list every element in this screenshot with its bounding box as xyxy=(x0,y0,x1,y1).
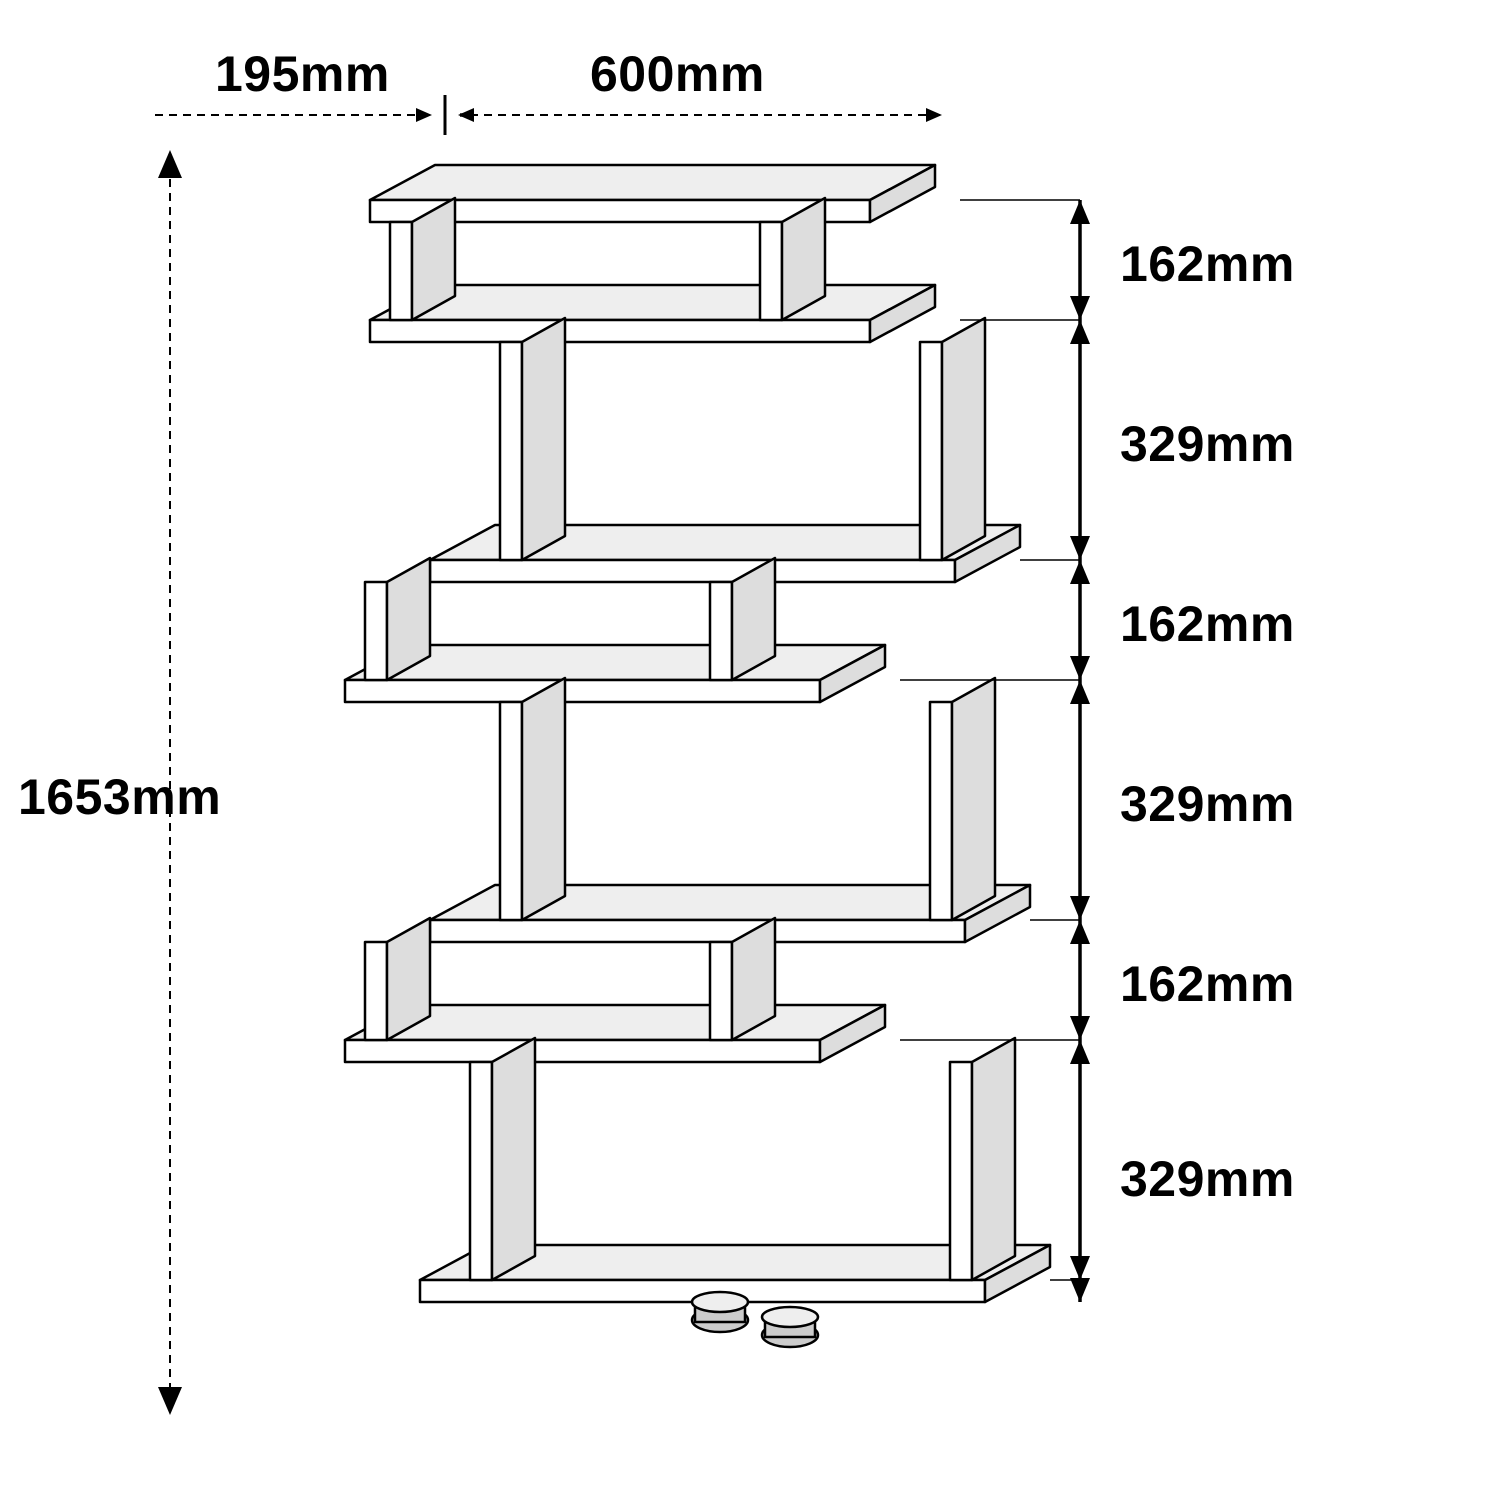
dim-width-label: 600mm xyxy=(590,45,765,103)
dim-s6-label: 329mm xyxy=(1120,1150,1295,1208)
uprights-s4 xyxy=(500,678,995,920)
dim-depth-label: 195mm xyxy=(215,45,390,103)
dim-s5-label: 162mm xyxy=(1120,955,1295,1013)
uprights-s6 xyxy=(470,1038,1015,1280)
dim-height-label: 1653mm xyxy=(18,768,221,826)
dim-s4-label: 329mm xyxy=(1120,775,1295,833)
bookshelf xyxy=(345,165,1050,1347)
dim-s3-label: 162mm xyxy=(1120,595,1295,653)
dim-s2-label: 329mm xyxy=(1120,415,1295,473)
dim-s1-label: 162mm xyxy=(1120,235,1295,293)
uprights-s2 xyxy=(500,318,985,560)
drawing-canvas: 195mm 600mm 1653mm 162mm 329mm 162mm 329… xyxy=(0,0,1500,1500)
drawing-svg xyxy=(0,0,1500,1500)
